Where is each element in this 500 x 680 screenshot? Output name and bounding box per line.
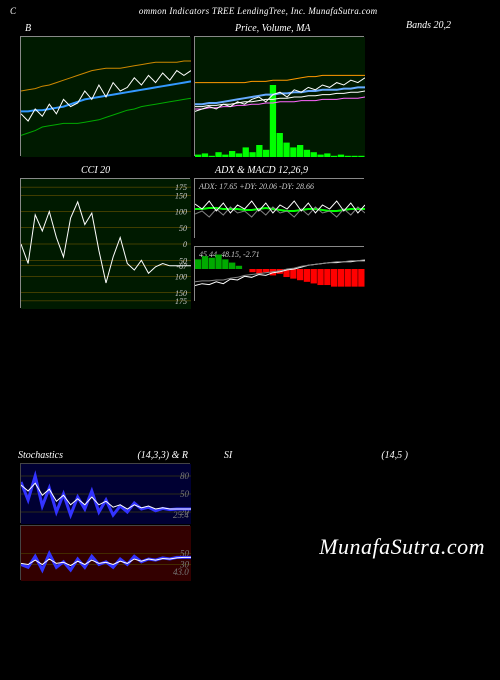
price-panel: Price, Volume, MA xyxy=(194,36,364,156)
svg-text:175: 175 xyxy=(175,297,187,306)
header-center: ommon Indicators TREE LendingTree, Inc. … xyxy=(139,6,378,16)
bollinger-title: B xyxy=(25,23,31,34)
svg-text:25.4 20: 25.4 20 xyxy=(173,510,191,520)
stoch-label-mid: (14,3,3) & R xyxy=(88,450,188,461)
bands-label: Bands 20,2 xyxy=(406,20,451,158)
svg-text:80: 80 xyxy=(180,471,190,481)
header-left: C xyxy=(10,6,16,16)
svg-text:ADX: 17.65 +DY: 20.06 -DY: 28: ADX: 17.65 +DY: 20.06 -DY: 28.66 xyxy=(198,182,314,191)
macd-panel: 45.44, 48.15, -2.71 xyxy=(194,246,364,301)
adx-title: ADX & MACD 12,26,9 xyxy=(215,165,308,176)
svg-text:50: 50 xyxy=(179,224,187,233)
price-title: Price, Volume, MA xyxy=(235,23,311,34)
stoch-label-si: SI xyxy=(188,450,268,461)
svg-text:43.0: 43.0 xyxy=(173,567,189,577)
bollinger-panel: B xyxy=(20,36,190,156)
charts-container: B Price, Volume, MABands 20,2 CCI 201751… xyxy=(0,34,500,580)
adx-panel: ADX & MACD 12,26,9ADX: 17.65 +DY: 20.06 … xyxy=(194,178,364,238)
svg-text:100: 100 xyxy=(175,208,187,217)
stoch_bot-panel: 503043.0 xyxy=(20,525,190,580)
svg-text:100: 100 xyxy=(175,273,187,282)
cci-panel: CCI 2017515010050050-67100150175 xyxy=(20,178,190,308)
stoch-label-left: Stochastics xyxy=(18,450,88,461)
watermark: MunafaSutra.com xyxy=(319,534,485,560)
svg-text:45.44, 48.15, -2.71: 45.44, 48.15, -2.71 xyxy=(199,250,260,259)
svg-text:150: 150 xyxy=(175,191,187,200)
svg-text:0: 0 xyxy=(183,240,187,249)
cci-title: CCI 20 xyxy=(81,165,110,176)
stoch_top-panel: 80502025.4 20 xyxy=(20,463,190,523)
stoch-label-right: (14,5 ) xyxy=(268,450,408,461)
svg-text:50: 50 xyxy=(180,489,190,499)
